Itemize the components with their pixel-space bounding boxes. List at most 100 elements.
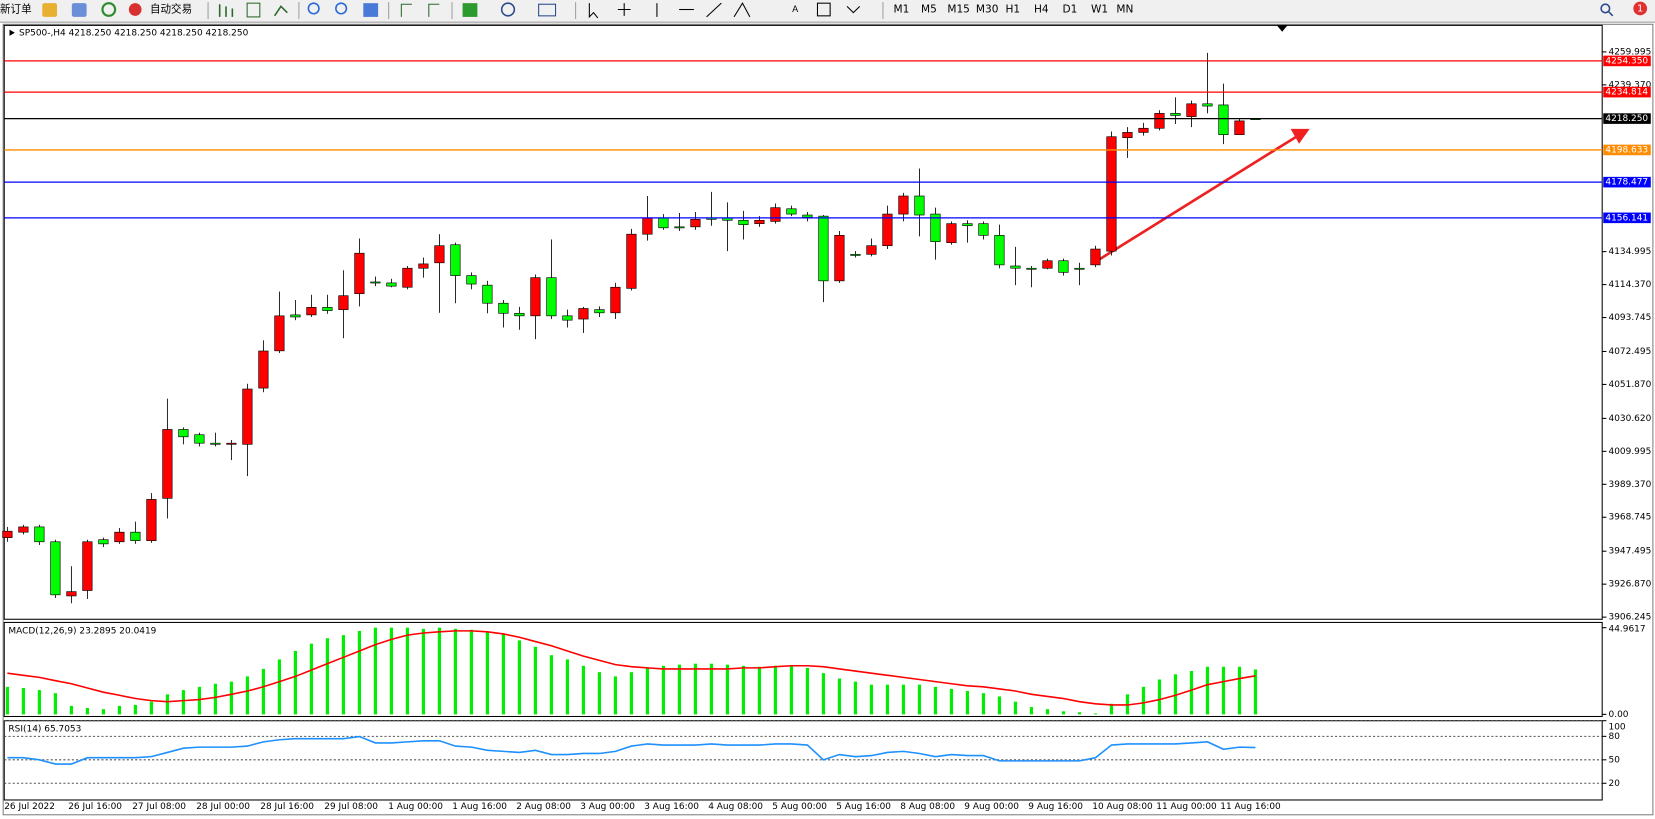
- y-tick-label: 50: [1609, 755, 1621, 765]
- macd-bar: [1237, 666, 1242, 715]
- y-tick-label: 20: [1609, 779, 1621, 789]
- timeframe-button[interactable]: MN: [1116, 4, 1133, 16]
- macd-bar: [117, 705, 121, 715]
- price-label-box: [1603, 113, 1651, 124]
- macd-bar: [949, 688, 954, 715]
- timeframe-button[interactable]: H1: [1005, 4, 1020, 16]
- candle-body: [1090, 248, 1101, 266]
- candle-body: [754, 219, 765, 224]
- macd-bar: [341, 635, 345, 715]
- macd-bar: [485, 631, 490, 715]
- x-tick-label: 11 Aug 00:00: [1156, 802, 1217, 812]
- candle-body: [546, 277, 557, 317]
- price-label-box: [1603, 212, 1651, 224]
- timeframe-button[interactable]: M5: [921, 4, 937, 16]
- macd-bar: [1173, 674, 1178, 715]
- x-tick-label: 4 Aug 08:00: [708, 802, 763, 812]
- timeframe-button[interactable]: M15: [947, 4, 970, 16]
- macd-bar: [5, 686, 9, 715]
- macd-bar: [965, 691, 970, 715]
- macd-bar: [53, 693, 57, 715]
- timeframe-button[interactable]: W1: [1091, 4, 1108, 16]
- candle-body: [914, 195, 925, 216]
- x-tick-label: 26 Jul 2022: [4, 802, 55, 812]
- panel-title: RSI(14) 65.7053: [8, 725, 81, 735]
- timeframe-button[interactable]: M1: [894, 4, 910, 16]
- alert-badge[interactable]: 1: [1637, 3, 1643, 14]
- macd-bar: [453, 628, 457, 715]
- candle-body: [1010, 265, 1021, 269]
- macd-bar: [517, 640, 522, 715]
- auto-trading-button[interactable]: 自动交易: [150, 3, 192, 16]
- x-tick-label: 5 Aug 16:00: [836, 802, 891, 812]
- candle-body: [274, 315, 285, 352]
- macd-bar: [837, 678, 842, 715]
- timeframe-button[interactable]: D1: [1062, 4, 1077, 16]
- price-label: 4178.477: [1605, 178, 1648, 188]
- price-label-box: [1603, 176, 1651, 188]
- x-tick-label: 5 Aug 00:00: [772, 802, 827, 812]
- y-tick-label: 3968.745: [1609, 513, 1652, 523]
- candle-body: [498, 302, 509, 314]
- y-tick-label: 4072.495: [1609, 347, 1652, 357]
- candle-body: [578, 308, 589, 320]
- macd-bar: [245, 676, 249, 715]
- candle-body: [658, 217, 669, 229]
- y-tick-label: 4239.370: [1609, 80, 1652, 90]
- candle-body: [850, 254, 861, 256]
- candle-body: [290, 314, 301, 318]
- candle-body: [1074, 267, 1085, 270]
- candle-body: [130, 531, 141, 541]
- candle-body: [530, 277, 541, 317]
- panel-title: SP500-,H4 4218.250 4218.250 4218.250 421…: [19, 28, 249, 38]
- macd-bar: [981, 693, 986, 715]
- candle-body: [1170, 113, 1181, 116]
- candle-body: [2, 530, 13, 538]
- trend-arrow: [1097, 128, 1310, 262]
- macd-bar: [1045, 709, 1050, 715]
- macd-bar: [213, 683, 217, 715]
- candle-body: [466, 275, 477, 285]
- candle-body: [146, 499, 157, 541]
- macd-bar: [869, 684, 874, 715]
- panel-title: MACD(12,26,9) 23.2895 20.0419: [8, 626, 156, 636]
- macd-bar: [357, 630, 361, 715]
- macd-bar: [1157, 679, 1162, 715]
- candle-body: [1218, 104, 1229, 135]
- macd-bar: [773, 665, 778, 715]
- x-tick-label: 9 Aug 00:00: [964, 802, 1019, 812]
- y-tick-label: 3926.870: [1609, 580, 1652, 590]
- timeframe-button[interactable]: H4: [1034, 4, 1049, 16]
- candle-body: [1122, 132, 1133, 139]
- macd-bar: [565, 659, 570, 715]
- candle-body: [482, 284, 493, 304]
- macd-bar: [725, 664, 730, 715]
- candle-body: [1058, 260, 1069, 273]
- macd-bar: [501, 634, 506, 715]
- timeframe-button[interactable]: M30: [976, 4, 999, 16]
- macd-bar: [821, 673, 826, 715]
- macd-bar: [469, 629, 474, 715]
- x-tick-label: 27 Jul 08:00: [132, 802, 186, 812]
- macd-bar: [757, 666, 762, 715]
- candle-body: [402, 267, 413, 288]
- candle-body: [738, 219, 749, 225]
- macd-bar: [645, 667, 650, 715]
- y-tick-label: 4134.995: [1609, 247, 1652, 257]
- macd-bar: [853, 681, 858, 715]
- macd-bar: [917, 684, 922, 715]
- new-order-button[interactable]: 新订单: [0, 3, 32, 16]
- candle-body: [66, 591, 77, 597]
- macd-bar: [741, 665, 746, 715]
- candle-body: [994, 234, 1005, 266]
- macd-bar: [181, 690, 185, 715]
- macd-bar: [293, 650, 297, 715]
- candle-body: [370, 281, 381, 284]
- candle-body: [434, 245, 445, 264]
- macd-bar: [661, 665, 666, 715]
- macd-bar: [69, 705, 73, 715]
- macd-bar: [1029, 707, 1034, 715]
- candle-body: [594, 309, 605, 314]
- candle-body: [834, 234, 845, 282]
